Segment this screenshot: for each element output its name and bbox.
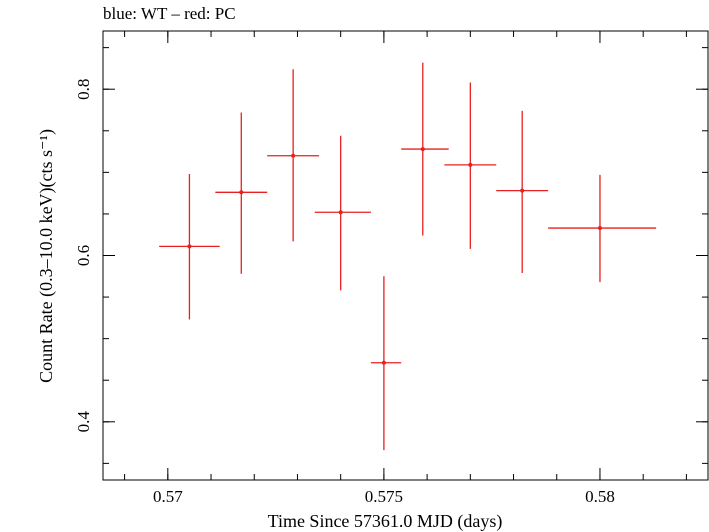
data-point bbox=[468, 162, 473, 167]
data-point bbox=[239, 190, 244, 195]
data-point bbox=[381, 360, 386, 365]
y-tick-label: 0.4 bbox=[74, 411, 93, 433]
y-tick-label: 0.8 bbox=[74, 79, 93, 100]
data-point bbox=[291, 153, 296, 158]
y-axis-label: Count Rate (0.3–10.0 keV)(cts s⁻¹) bbox=[36, 129, 57, 383]
title-blue-label: blue: WT bbox=[103, 4, 168, 23]
x-axis-label: Time Since 57361.0 MJD (days) bbox=[268, 511, 503, 532]
data-point bbox=[187, 244, 192, 249]
data-point bbox=[597, 226, 602, 231]
plot-frame bbox=[102, 30, 709, 481]
axis-tick-labels: 0.57 0.575 0.58 0.4 0.6 0.8 bbox=[74, 79, 615, 506]
data-series-pc bbox=[159, 62, 657, 451]
x-tick-label: 0.57 bbox=[153, 487, 183, 506]
data-point bbox=[520, 188, 525, 193]
x-tick-label: 0.58 bbox=[585, 487, 615, 506]
data-point bbox=[420, 147, 425, 152]
x-tick-label: 0.575 bbox=[365, 487, 403, 506]
title-separator: – bbox=[167, 4, 185, 23]
axis-ticks bbox=[103, 31, 708, 480]
chart-title: blue: WT – red: PC bbox=[103, 4, 236, 24]
y-tick-label: 0.6 bbox=[74, 245, 93, 266]
title-red-label: red: PC bbox=[184, 4, 236, 23]
data-point bbox=[338, 210, 343, 215]
